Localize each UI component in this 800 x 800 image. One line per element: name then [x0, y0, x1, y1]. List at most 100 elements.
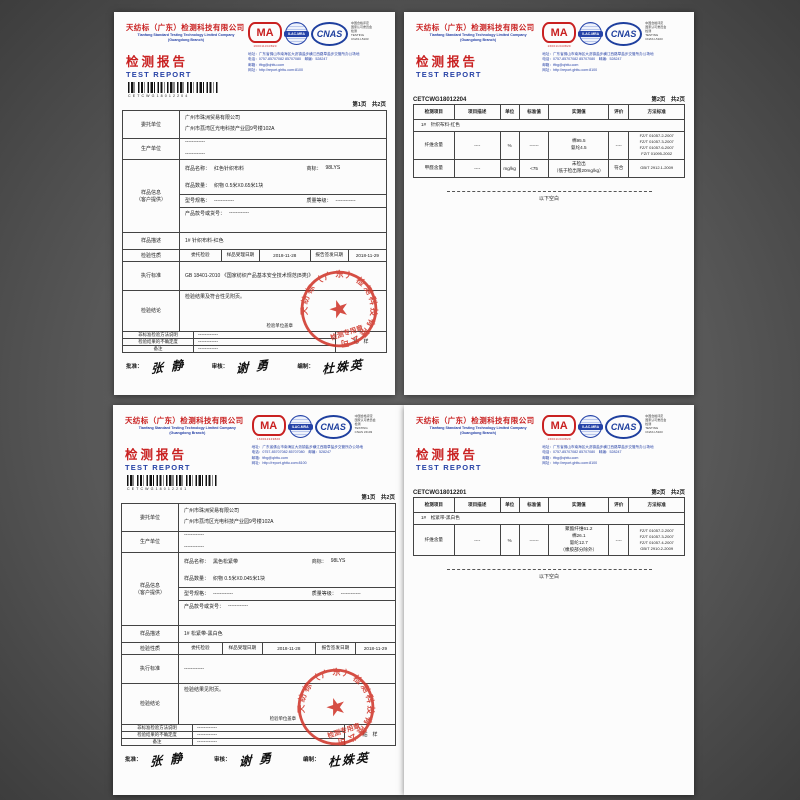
header-left: 天纺标（广东）检测科技有限公司 Tianfang Standard Testin…	[416, 22, 540, 79]
field-label: 商标：	[306, 165, 322, 172]
barcode-block: CETCWG18012204	[128, 81, 395, 98]
report-title-en: TEST REPORT	[125, 462, 191, 472]
row-label: 样品描述	[122, 625, 179, 642]
company-name-cn: 天纺标（广东）检测科技有限公司	[416, 23, 535, 32]
page-marker: 第2页 共2页	[651, 96, 685, 103]
bottom-rows: 非标准检验方法说明 ------------ 检验结果的不确定度 ---------…	[123, 331, 335, 352]
field-label: 样品名称：	[184, 558, 210, 565]
cnas-caption: 中国合格评定 国家认可委员会 检测 TESTING CNAS L5103	[354, 414, 376, 434]
nonstandard-value: ------------	[197, 724, 217, 731]
grade-value: ------------	[340, 590, 361, 597]
bottom-rows: 非标准检验方法说明 ------------ 检验结果的不确定度 ---------…	[122, 724, 344, 745]
review-label: 审核：	[214, 757, 231, 764]
sample-row: 1# 针织布料-红色	[413, 118, 685, 132]
column-header: 单位	[499, 496, 520, 513]
cnas-icon: CNAS	[605, 415, 643, 439]
accreditation-logos: MA 160011343820 ILAC-MRA CNAS 中国合格评定 国家认…	[542, 414, 686, 441]
row-label: 非标准检验方法说明	[122, 724, 193, 731]
report-title-cn: 检测报告	[416, 54, 479, 69]
brand-value: 98LYS	[325, 165, 341, 172]
field-label: 质量等级：	[311, 591, 337, 598]
test-report-page1-red-fabric[interactable]: 天纺标（广东）检测科技有限公司 Tianfang Standard Testin…	[114, 12, 395, 395]
table-row: 执行标准 ------------	[122, 654, 395, 684]
conclusion-cell: 检验结果见附页。 检验单位盖章	[179, 684, 395, 724]
style-no-value: ------------	[229, 209, 249, 216]
result-row: 纤维含量 ---- % ------ 聚酯纤维61.2 棉26.1 氨纶12.7…	[413, 523, 685, 557]
received-date-value: 2018-11-28	[263, 642, 316, 654]
table-row: 生产单位 ------------ ------------	[122, 531, 395, 553]
measured-value: 聚酯纤维61.2 棉26.1 氨纶12.7 （橡胶部分除外）	[548, 523, 610, 557]
table-row: 检验结论 检验结果及符合性见附页。 检验单位盖章	[123, 290, 386, 332]
cnas-icon: CNAS	[311, 22, 349, 46]
row-label: 检验结论	[122, 683, 179, 724]
results-header-row: 检测项目 项目描述 单位 标准值 实测值 评价 方法标准	[413, 496, 685, 513]
evaluation: ----	[608, 523, 630, 557]
test-item: 纤维含量	[413, 523, 455, 557]
report-number: CETCWG18012204	[413, 96, 467, 103]
test-report-page2-red-fabric[interactable]: 天纺标（广东）检测科技有限公司 Tianfang Standard Testin…	[404, 12, 694, 395]
row-label: 检验性质	[122, 642, 179, 654]
contact-email: 邮箱：tfbg@qhttu.com	[542, 62, 579, 67]
barcode-block: CETCWG18012201	[127, 474, 404, 491]
cnas-caption: 中国合格评定 国家认可委员会 检测 TESTING CNAS L5103	[645, 21, 667, 41]
column-header: 标准值	[518, 496, 550, 513]
cnas-caption: 中国合格评定 国家认可委员会 检测 TESTING CNAS L5103	[351, 21, 373, 41]
contact-address: 地址：广东省佛山市南海区大沥镇盐步横江西路草盐步交管所办公场地	[248, 51, 360, 56]
sample-qty-value: 织物 0.5米X0.65米1块	[214, 182, 264, 189]
report-info-table: 委托单位 广州市珠洲贸易有限公司 广州市荔湾区光电科技产业园9号楼102A 生产…	[121, 502, 396, 746]
contact-phone: 电话：0757-85707082 85707080 邮编：528247	[542, 450, 622, 455]
row-label: 生产单位	[123, 138, 180, 159]
table-row: 委托单位 广州市珠洲贸易有限公司 广州市荔湾区光电科技产业园9号楼102A	[123, 110, 386, 139]
test-report-page1-black-elastic[interactable]: 天纺标（广东）检测科技有限公司 Tianfang Standard Testin…	[113, 405, 404, 795]
field-label: 报告签发日期	[316, 642, 356, 654]
table-row: 样品描述 1# 针织布料-红色	[123, 232, 386, 250]
column-header: 评价	[608, 496, 630, 513]
ilac-mra-icon: ILAC-MRA	[287, 415, 313, 438]
test-item: 纤维含量	[413, 130, 455, 160]
conclusion-cell: 检验结果及符合性见附页。 检验单位盖章	[180, 291, 386, 331]
contact-phone: 电话：0757-85707082 85707080 邮编：528247	[251, 450, 331, 455]
below-blank-note: 以下空白	[538, 574, 559, 581]
contact-email: 邮箱：tfbg@qhttu.com	[251, 455, 288, 460]
cnas-caption: 中国合格评定 国家认可委员会 检测 TESTING CNAS L5103	[645, 414, 667, 434]
contact-website: 网址：http://report.ghttu.com:8100	[542, 68, 598, 73]
field-label: 型号规格：	[185, 198, 211, 205]
column-header: 实测值	[548, 496, 610, 513]
sample-name-value: 黑色松紧带	[213, 558, 239, 565]
test-report-page2-black-elastic[interactable]: 天纺标（广东）检测科技有限公司 Tianfang Standard Testin…	[404, 405, 694, 795]
measured-value: 未检出 （低于检出限20mg/kg）	[548, 158, 610, 178]
nonstandard-value: ------------	[198, 331, 218, 338]
conclusion-value: 检验结果见附页。	[184, 686, 225, 693]
column-header: 实测值	[548, 103, 610, 120]
accreditation-logos: MA 160011343820 ILAC-MRA CNAS 中国合格评定 国家认…	[251, 414, 396, 441]
item-desc: ----	[453, 523, 501, 557]
field-label: 商标：	[311, 558, 327, 565]
cnas-icon: CNAS	[605, 22, 643, 46]
conclusion-value: 检验结果及符合性见附页。	[185, 293, 246, 300]
contact-email: 邮箱：tfbg@qhttu.com	[248, 62, 285, 67]
report-title-cn: 检测报告	[126, 54, 189, 69]
sample-info-cell: 样品名称： 黑色松紧带 商标： 98LYS 样品数量： 织物 0.5米X0.045米1…	[179, 553, 395, 625]
row-label: 检验结果的不确定度	[122, 731, 193, 738]
row-label: 执行标准	[123, 261, 180, 290]
test-item: 甲醛含量	[413, 158, 455, 178]
received-date-value: 2018-11-28	[260, 249, 311, 261]
table-row: 检验结论 检验结果见附页。 检验单位盖章	[122, 683, 395, 725]
result-row: 甲醛含量 ---- mg/kg <75 未检出 （低于检出限20mg/kg） 符…	[413, 158, 685, 178]
approve-signature: 张 静	[150, 357, 185, 376]
item-desc: ----	[453, 130, 501, 160]
field-label: 样品名称：	[185, 165, 211, 172]
row-label: 样品信息 （客户提供）	[123, 159, 180, 232]
table-row: 执行标准 GB 18401-2010 《国家纺织产品基本安全技术规范(B类)》	[123, 261, 386, 291]
contact-phone: 电话：0757-85707082 85707080 邮编：528247	[542, 57, 622, 62]
contact-phone: 电话：0757-85707082 85707080 邮编：528247	[248, 57, 328, 62]
exec-standard-value: ------------	[184, 665, 204, 672]
cma-number: 160011343820	[547, 43, 571, 48]
below-blank-note: 以下空白	[538, 195, 559, 202]
exec-standard-value: GB 18401-2010 《国家纺织产品基本安全技术规范(B类)》	[185, 273, 314, 280]
header-left: 天纺标（广东）检测科技有限公司 Tianfang Standard Testin…	[126, 22, 246, 79]
uncertainty-value: ------------	[198, 338, 218, 345]
column-header: 检测项目	[413, 103, 455, 120]
cma-logo: MA 160011343820	[251, 415, 286, 441]
row-label: 检验结果的不确定度	[123, 338, 194, 345]
